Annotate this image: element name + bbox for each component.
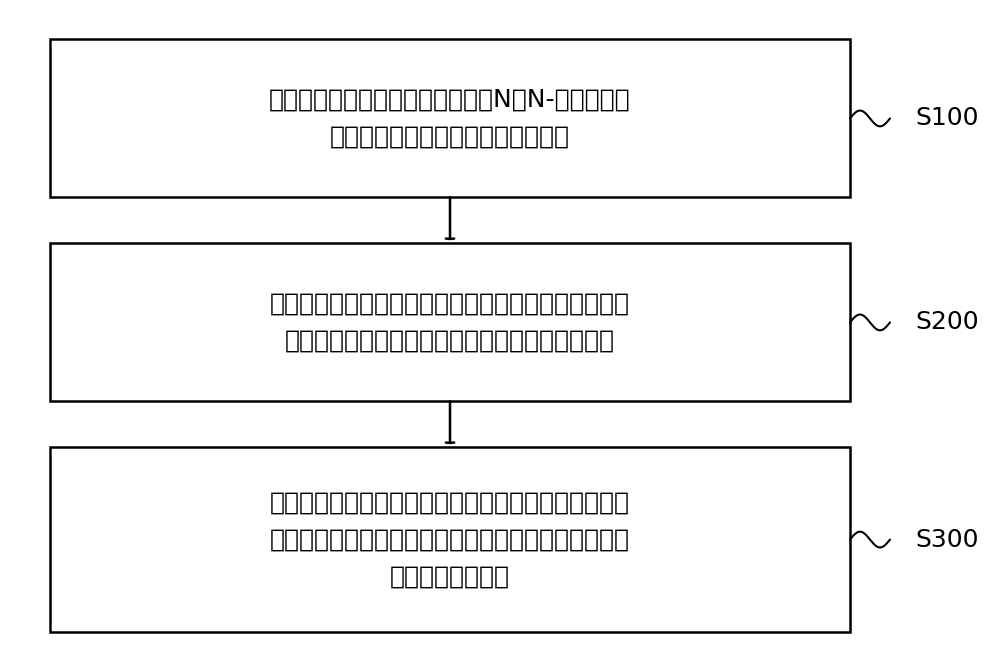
Text: S200: S200 [915, 311, 979, 334]
Text: 将钙钛矿前驱液旋涂在覆盖有第一载流子传输层的透明
电极上，在第一载流子传输层上形成钙钛矿前驱膜: 将钙钛矿前驱液旋涂在覆盖有第一载流子传输层的透明 电极上，在第一载流子传输层上形… [270, 291, 630, 353]
Text: 将负载有钙钛矿前驱膜和第一载流子传输层的透明电极
进行退火处理，得到半电池；其中退火后的钙钛矿前驱
膜称为钙钛矿薄膜: 将负载有钙钛矿前驱膜和第一载流子传输层的透明电极 进行退火处理，得到半电池；其中… [270, 490, 630, 589]
Text: 将镉盐、二甲基胺铅碘、碘化铯、N，N-二甲基甲酰
胺、二甲亚枫混合形成钙钛矿前驱液: 将镉盐、二甲基胺铅碘、碘化铯、N，N-二甲基甲酰 胺、二甲亚枫混合形成钙钛矿前驱… [269, 88, 631, 149]
Text: S300: S300 [915, 528, 979, 551]
Text: S100: S100 [915, 107, 979, 130]
Bar [50, 243, 850, 401]
Bar [50, 447, 850, 632]
Bar [50, 39, 850, 197]
